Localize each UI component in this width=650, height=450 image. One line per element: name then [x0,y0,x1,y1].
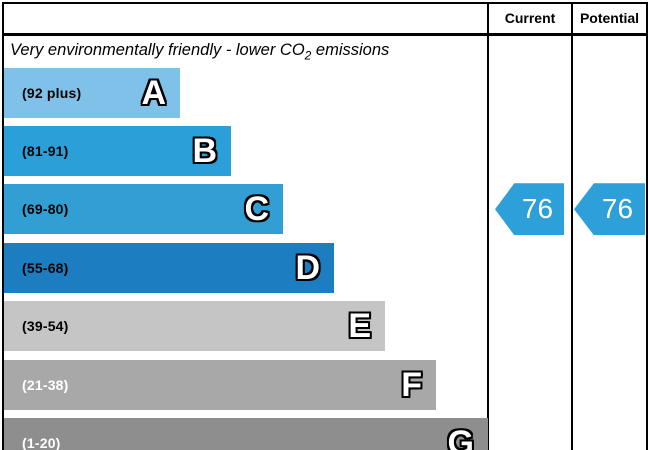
band-row-e: (39-54) E [4,301,385,352]
band-range-label: (55-68) [22,259,69,276]
band-range-label: (39-54) [22,318,69,335]
band-range-label: (69-80) [22,201,69,218]
potential-rating-value: 76 [601,193,634,225]
band-letter: B [192,131,217,170]
band-range-label: (1-20) [22,434,61,450]
border-right [646,2,648,450]
current-rating-arrow: 76 [495,183,564,236]
band-row-c: (69-80) C [4,184,283,235]
band-range-label: (92 plus) [22,84,82,101]
potential-column-header: Potential [579,9,640,26]
current-column-divider [487,2,489,450]
chart-title-subscript: 2 [304,48,312,63]
band-row-b: (81-91) B [4,125,231,176]
current-rating-value: 76 [521,193,554,225]
band-row-a: (92 plus) A [4,67,180,118]
chart-title: Very environmentally friendly - lower CO… [10,36,480,64]
band-letter: G [447,423,474,450]
band-letter: C [244,190,269,229]
band-letter: A [141,73,166,112]
chart-title-text: Very environmentally friendly - lower CO [10,41,305,59]
band-row-g: (1-20) G [4,417,488,450]
band-row-f: (21-38) F [4,359,436,410]
potential-rating-arrow: 76 [574,183,645,236]
border-left [2,2,4,450]
band-letter: F [401,365,422,404]
band-row-d: (55-68) D [4,242,334,293]
band-letter: D [295,248,320,287]
potential-column-divider [571,2,573,450]
header-divider-line [2,33,648,36]
current-column-header: Current [504,9,556,26]
band-range-label: (21-38) [22,376,69,393]
band-letter: E [348,307,371,346]
border-top [2,2,648,4]
band-range-label: (81-91) [22,142,69,159]
chart-title-suffix: emissions [311,41,390,59]
